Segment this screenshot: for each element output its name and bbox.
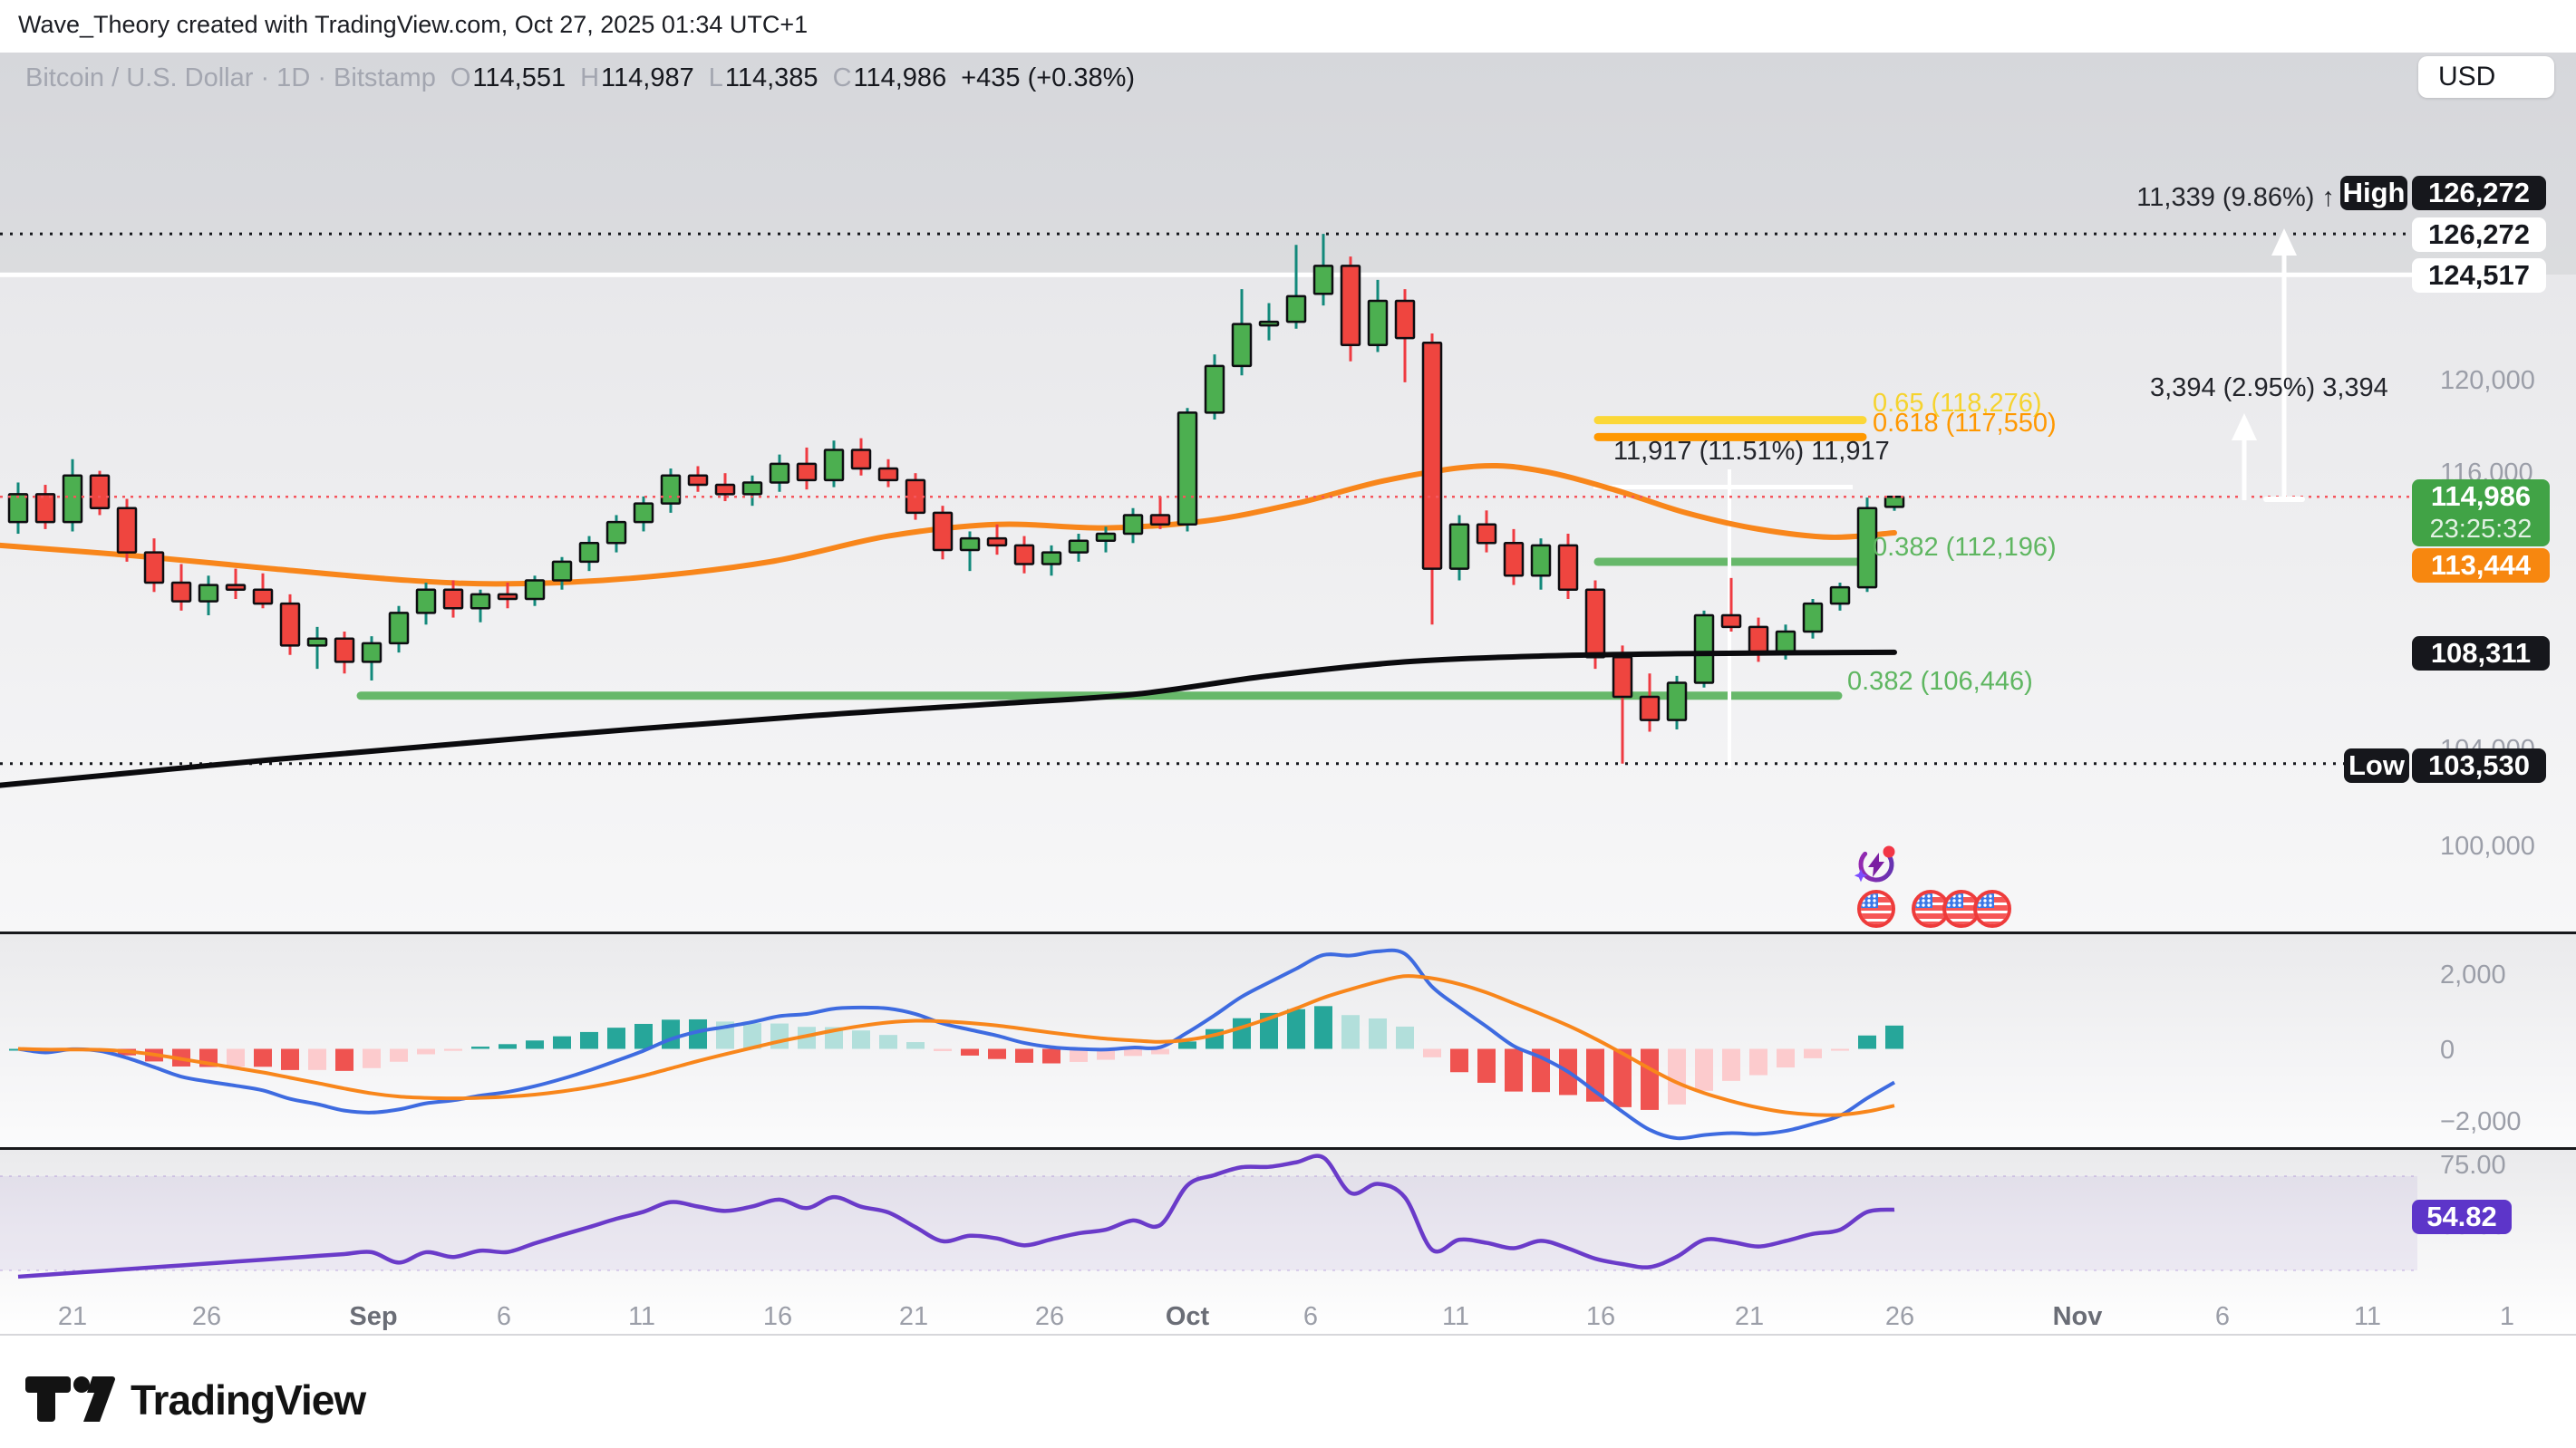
time-axis-label[interactable]: 6 [1303, 1302, 1318, 1331]
bar-countdown: 23:25:32 [2429, 515, 2532, 544]
rsi-pane[interactable] [0, 1150, 2576, 1335]
us-flag-icon-1[interactable] [1859, 892, 1893, 927]
attribution-text: Wave_Theory created with TradingView.com… [18, 11, 809, 38]
tradingview-wordmark: TradingView [131, 1376, 366, 1424]
price-axis-label: 2,000 [2440, 961, 2506, 989]
time-axis-label[interactable]: 16 [1586, 1302, 1615, 1331]
time-axis-label[interactable]: 6 [497, 1302, 511, 1331]
last-price-badge: 114,986 23:25:32 [2412, 479, 2550, 546]
ohlc-open: O 114,551 [450, 63, 567, 92]
price-axis-label: 120,000 [2440, 366, 2535, 395]
notification-dot [1883, 845, 1895, 858]
black-ma-badge: 108,311 [2412, 636, 2550, 671]
time-axis-label[interactable]: 11 [1442, 1302, 1469, 1331]
time-axis-label[interactable]: 6 [2215, 1302, 2230, 1331]
currency-button[interactable]: USD [2418, 56, 2554, 98]
ohlc-close: C 114,986 [832, 63, 947, 92]
hline-124517-badge[interactable]: 124,517 [2412, 258, 2546, 293]
rsi-value-badge: 54.82 [2412, 1200, 2512, 1234]
time-axis-label[interactable]: 16 [763, 1302, 792, 1331]
upper-shaded-zone [0, 53, 2576, 275]
black-ma-line[interactable] [0, 649, 1897, 788]
time-axis-label[interactable]: Sep [349, 1302, 397, 1331]
sparkle-icon [1854, 869, 1868, 883]
time-axis-label[interactable]: 26 [192, 1302, 221, 1331]
time-axis-label[interactable]: Nov [2053, 1302, 2103, 1331]
rsi-line [17, 1154, 1895, 1279]
rsi-band [0, 1176, 2417, 1270]
price-axis-label: −2,000 [2440, 1107, 2522, 1136]
time-axis-border [0, 1334, 2576, 1336]
us-flag-icon-4[interactable] [1975, 892, 2009, 927]
fib-0382-lower-label[interactable]: 0.382 (106,446) [1847, 667, 2033, 696]
orange-ma-line[interactable] [0, 462, 1897, 587]
time-axis-label[interactable]: 11 [2354, 1302, 2381, 1331]
time-axis-label[interactable]: 21 [899, 1302, 928, 1331]
time-axis-label[interactable]: 26 [1885, 1302, 1914, 1331]
pane-divider[interactable] [0, 932, 2576, 934]
time-axis-label[interactable]: 26 [1035, 1302, 1064, 1331]
time-axis-label[interactable]: 11 [628, 1302, 655, 1331]
time-axis-label[interactable]: 1 [2500, 1302, 2514, 1331]
high-price-badge: 126,272 [2412, 176, 2546, 210]
pane-divider[interactable] [0, 1147, 2576, 1150]
price-axis-label: 100,000 [2440, 832, 2535, 861]
time-axis-label[interactable]: Oct [1166, 1302, 1210, 1331]
fib-065-label[interactable]: 0.65 (118,276) [1873, 389, 2042, 418]
measure-arrow-base [2263, 497, 2305, 502]
time-axis-label[interactable]: 21 [58, 1302, 87, 1331]
hline-126272-badge[interactable]: 126,272 [2412, 217, 2546, 252]
economic-event-flags[interactable] [1855, 887, 2036, 931]
lightning-bolt-icon [1868, 853, 1884, 877]
macd-histogram [9, 1006, 1903, 1110]
price-pane[interactable] [0, 53, 2576, 932]
measure-11917-label: 11,917 (11.51%) 11,917 [1613, 437, 1890, 466]
orange-ma-badge: 113,444 [2412, 548, 2550, 583]
fib-0618-label[interactable]: 0.618 (117,550) [1873, 409, 2057, 438]
spark-ai-event-icon[interactable] [1851, 839, 1902, 890]
macd-line [17, 948, 1896, 1141]
low-price-badge: 103,530 [2412, 748, 2546, 783]
price-axis-label: 75.00 [2440, 1151, 2506, 1180]
ohlc-low: L 114,385 [708, 63, 818, 92]
tool-horizontal-line[interactable] [1593, 485, 1853, 489]
ohlc-change: +435 (+0.38%) [961, 63, 1136, 92]
macd-signal-line [17, 974, 1895, 1117]
ohlc-high: H 114,987 [580, 63, 694, 92]
tradingview-logo-mark [25, 1376, 115, 1422]
low-marker-badge: Low [2344, 748, 2409, 783]
last-price-value: 114,986 [2430, 480, 2532, 512]
price-axis-label: 0 [2440, 1036, 2455, 1065]
measure-11339-label: 11,339 (9.86%) ↑ [2136, 183, 2335, 212]
fib-0382-upper-label[interactable]: 0.382 (112,196) [1873, 533, 2057, 562]
high-marker-badge: High [2340, 176, 2407, 210]
tradingview-logo[interactable]: TradingView [25, 1376, 366, 1424]
time-axis-label[interactable]: 21 [1735, 1302, 1764, 1331]
symbol-title[interactable]: Bitcoin / U.S. Dollar · 1D · Bitstamp [25, 63, 436, 92]
measure-3394-label: 3,394 (2.95%) 3,394 [2150, 373, 2388, 402]
